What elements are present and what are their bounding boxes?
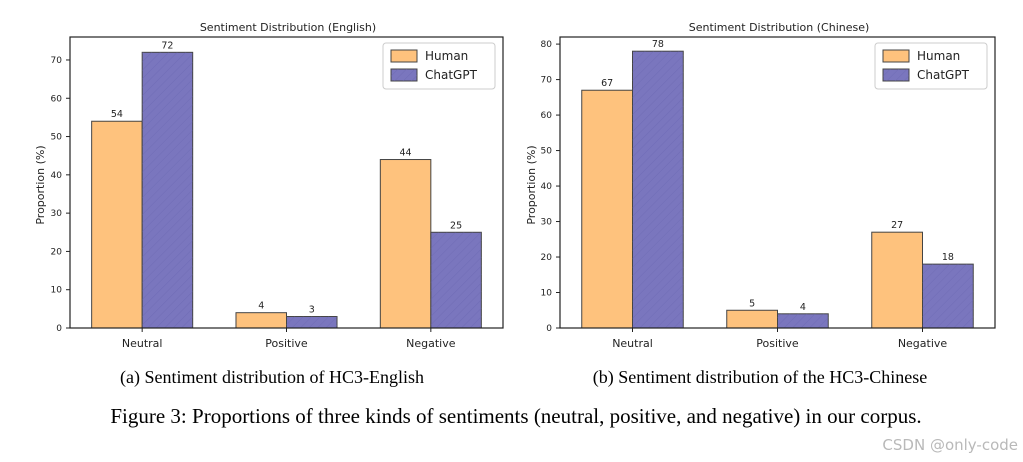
- data-label: 18: [942, 252, 954, 263]
- y-tick-label: 50: [51, 133, 63, 143]
- x-tick-label: Positive: [756, 337, 799, 350]
- bar-hatch-negative: [430, 232, 482, 328]
- data-label: 5: [749, 298, 755, 309]
- legend-label-human: Human: [917, 49, 960, 63]
- y-tick-label: 70: [51, 56, 63, 66]
- y-tick-label: 40: [541, 182, 553, 192]
- x-tick-label: Positive: [265, 337, 308, 350]
- chart-title: Sentiment Distribution (English): [200, 21, 376, 34]
- y-tick-label: 60: [51, 94, 63, 104]
- bar-human-neutral: [91, 120, 143, 329]
- legend-swatch-hatch: [883, 69, 909, 81]
- plot-area: 0 10 20 30 40 50 60 70 80 67 78 Neutral 5 4 Positive 27…: [541, 36, 996, 350]
- legend-swatch-human: [882, 49, 910, 63]
- y-tick-label: 50: [541, 147, 553, 157]
- y-tick-label: 10: [51, 286, 63, 296]
- bar-human-positive: [726, 309, 778, 329]
- bar-hatch-positive: [777, 313, 829, 328]
- bar-hatch-neutral: [632, 51, 684, 328]
- y-tick-label: 0: [546, 324, 552, 334]
- data-label: 4: [800, 302, 806, 313]
- bar-human-negative: [379, 159, 432, 329]
- data-label: 44: [400, 148, 412, 159]
- chart-english: Sentiment Distribution (English) Proport…: [34, 21, 504, 388]
- bar-human-positive: [235, 312, 288, 329]
- bar-hatch-neutral: [142, 52, 193, 328]
- subfigure-caption: (b) Sentiment distribution of the HC3-Ch…: [593, 367, 927, 388]
- y-tick-label: 20: [51, 247, 63, 257]
- y-tick-label: 60: [541, 111, 553, 121]
- watermark: CSDN @only-code: [882, 436, 1018, 454]
- y-tick-label: 0: [56, 324, 62, 334]
- data-label: 72: [161, 40, 173, 51]
- legend-label-chatgpt: ChatGPT: [425, 68, 478, 82]
- figure-caption: Figure 3: Proportions of three kinds of …: [110, 404, 921, 428]
- y-tick-label: 30: [541, 218, 553, 228]
- bar-human-neutral: [581, 89, 633, 329]
- bar-hatch-positive: [286, 316, 338, 328]
- y-tick-label: 10: [541, 289, 553, 299]
- y-tick-label: 20: [541, 253, 553, 263]
- y-axis-label: Proportion (%): [34, 145, 47, 224]
- axes-frame: [559, 36, 996, 329]
- y-axis-label: Proportion (%): [525, 145, 538, 224]
- data-label: 3: [309, 305, 315, 316]
- legend-swatch-human: [390, 49, 418, 63]
- axes-frame: [69, 36, 504, 329]
- data-label: 54: [111, 109, 123, 120]
- y-tick-label: 80: [541, 40, 553, 50]
- x-tick-label: Negative: [406, 337, 456, 350]
- data-label: 4: [258, 301, 264, 312]
- y-tick-label: 70: [541, 76, 553, 86]
- x-tick-label: Neutral: [122, 337, 163, 350]
- bar-human-negative: [871, 231, 923, 329]
- x-tick-label: Neutral: [612, 337, 653, 350]
- y-tick-label: 30: [51, 209, 63, 219]
- bar-hatch-negative: [922, 264, 974, 328]
- data-label: 27: [891, 220, 903, 231]
- y-tick-label: 40: [51, 171, 63, 181]
- data-label: 78: [652, 39, 664, 50]
- legend-swatch-hatch: [391, 69, 417, 81]
- data-label: 25: [450, 220, 462, 231]
- subfigure-caption: (a) Sentiment distribution of HC3-Englis…: [120, 367, 424, 388]
- legend-label-human: Human: [425, 49, 468, 63]
- legend-label-chatgpt: ChatGPT: [917, 68, 970, 82]
- data-label: 67: [601, 78, 613, 89]
- x-tick-label: Negative: [898, 337, 948, 350]
- chart-title: Sentiment Distribution (Chinese): [689, 21, 870, 34]
- plot-area: 0 10 20 30 40 50 60 70 54 72 Neutral 4 3 Positive 44 25…: [51, 36, 504, 350]
- chart-chinese: Sentiment Distribution (Chinese) Proport…: [525, 21, 996, 388]
